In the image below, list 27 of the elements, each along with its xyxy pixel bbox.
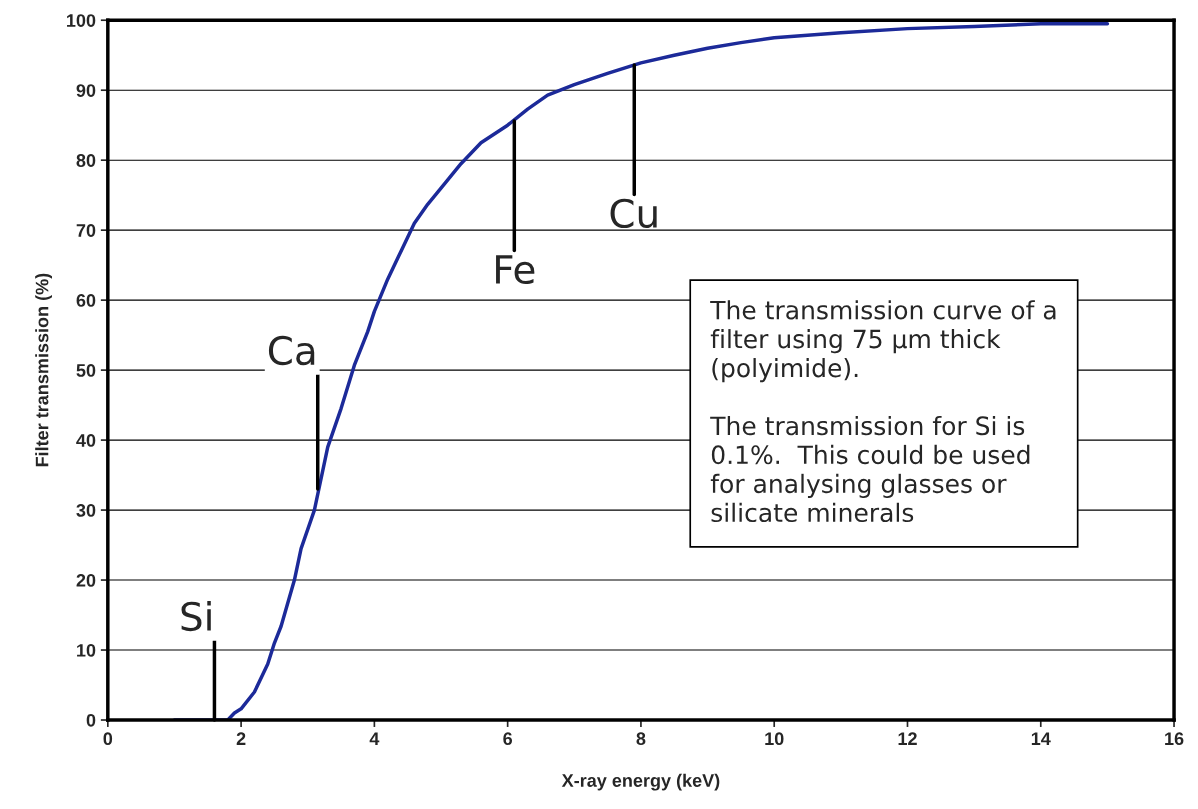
annotation: Ca bbox=[268, 335, 315, 366]
x-tick-label: 8 bbox=[636, 732, 646, 746]
x-tick-label: 14 bbox=[1031, 732, 1051, 745]
y-tick-label: 40 bbox=[76, 434, 96, 447]
x-axis-title: X-ray energy (keV) bbox=[561, 773, 720, 791]
x-tick-label: 2 bbox=[236, 732, 246, 745]
y-tick-label: 30 bbox=[76, 504, 96, 517]
y-tick-label: 0 bbox=[86, 713, 96, 727]
y-tick-label: 20 bbox=[76, 573, 96, 587]
y-tick-label: 50 bbox=[76, 364, 96, 377]
annotation: Cu bbox=[610, 198, 657, 229]
y-tick-label: 100 bbox=[67, 14, 96, 27]
y-tick-label: 60 bbox=[76, 294, 96, 307]
text: The transmission curve of a filter using 75 μm thick (polyimide). The transmission for Si is 0.1%. This could be used for analysing glasses or silicate minerals bbox=[710, 300, 1056, 523]
annotation: Si bbox=[181, 601, 211, 632]
x-tick-label: 0 bbox=[103, 732, 113, 746]
x-tick-label: 12 bbox=[898, 732, 917, 745]
x-tick-label: 16 bbox=[1165, 732, 1184, 746]
x-tick-label: 6 bbox=[503, 732, 513, 746]
x-tick-label: 4 bbox=[369, 732, 380, 745]
x-tick-label: 10 bbox=[765, 732, 784, 746]
annotation: Fe bbox=[496, 255, 535, 285]
y-tick-label: 80 bbox=[76, 154, 96, 167]
y-tick-label: 70 bbox=[76, 224, 96, 237]
y-axis-title: Filter transmission (%) bbox=[35, 273, 52, 467]
y-tick-label: 10 bbox=[77, 643, 96, 657]
y-tick-label: 90 bbox=[76, 84, 96, 97]
